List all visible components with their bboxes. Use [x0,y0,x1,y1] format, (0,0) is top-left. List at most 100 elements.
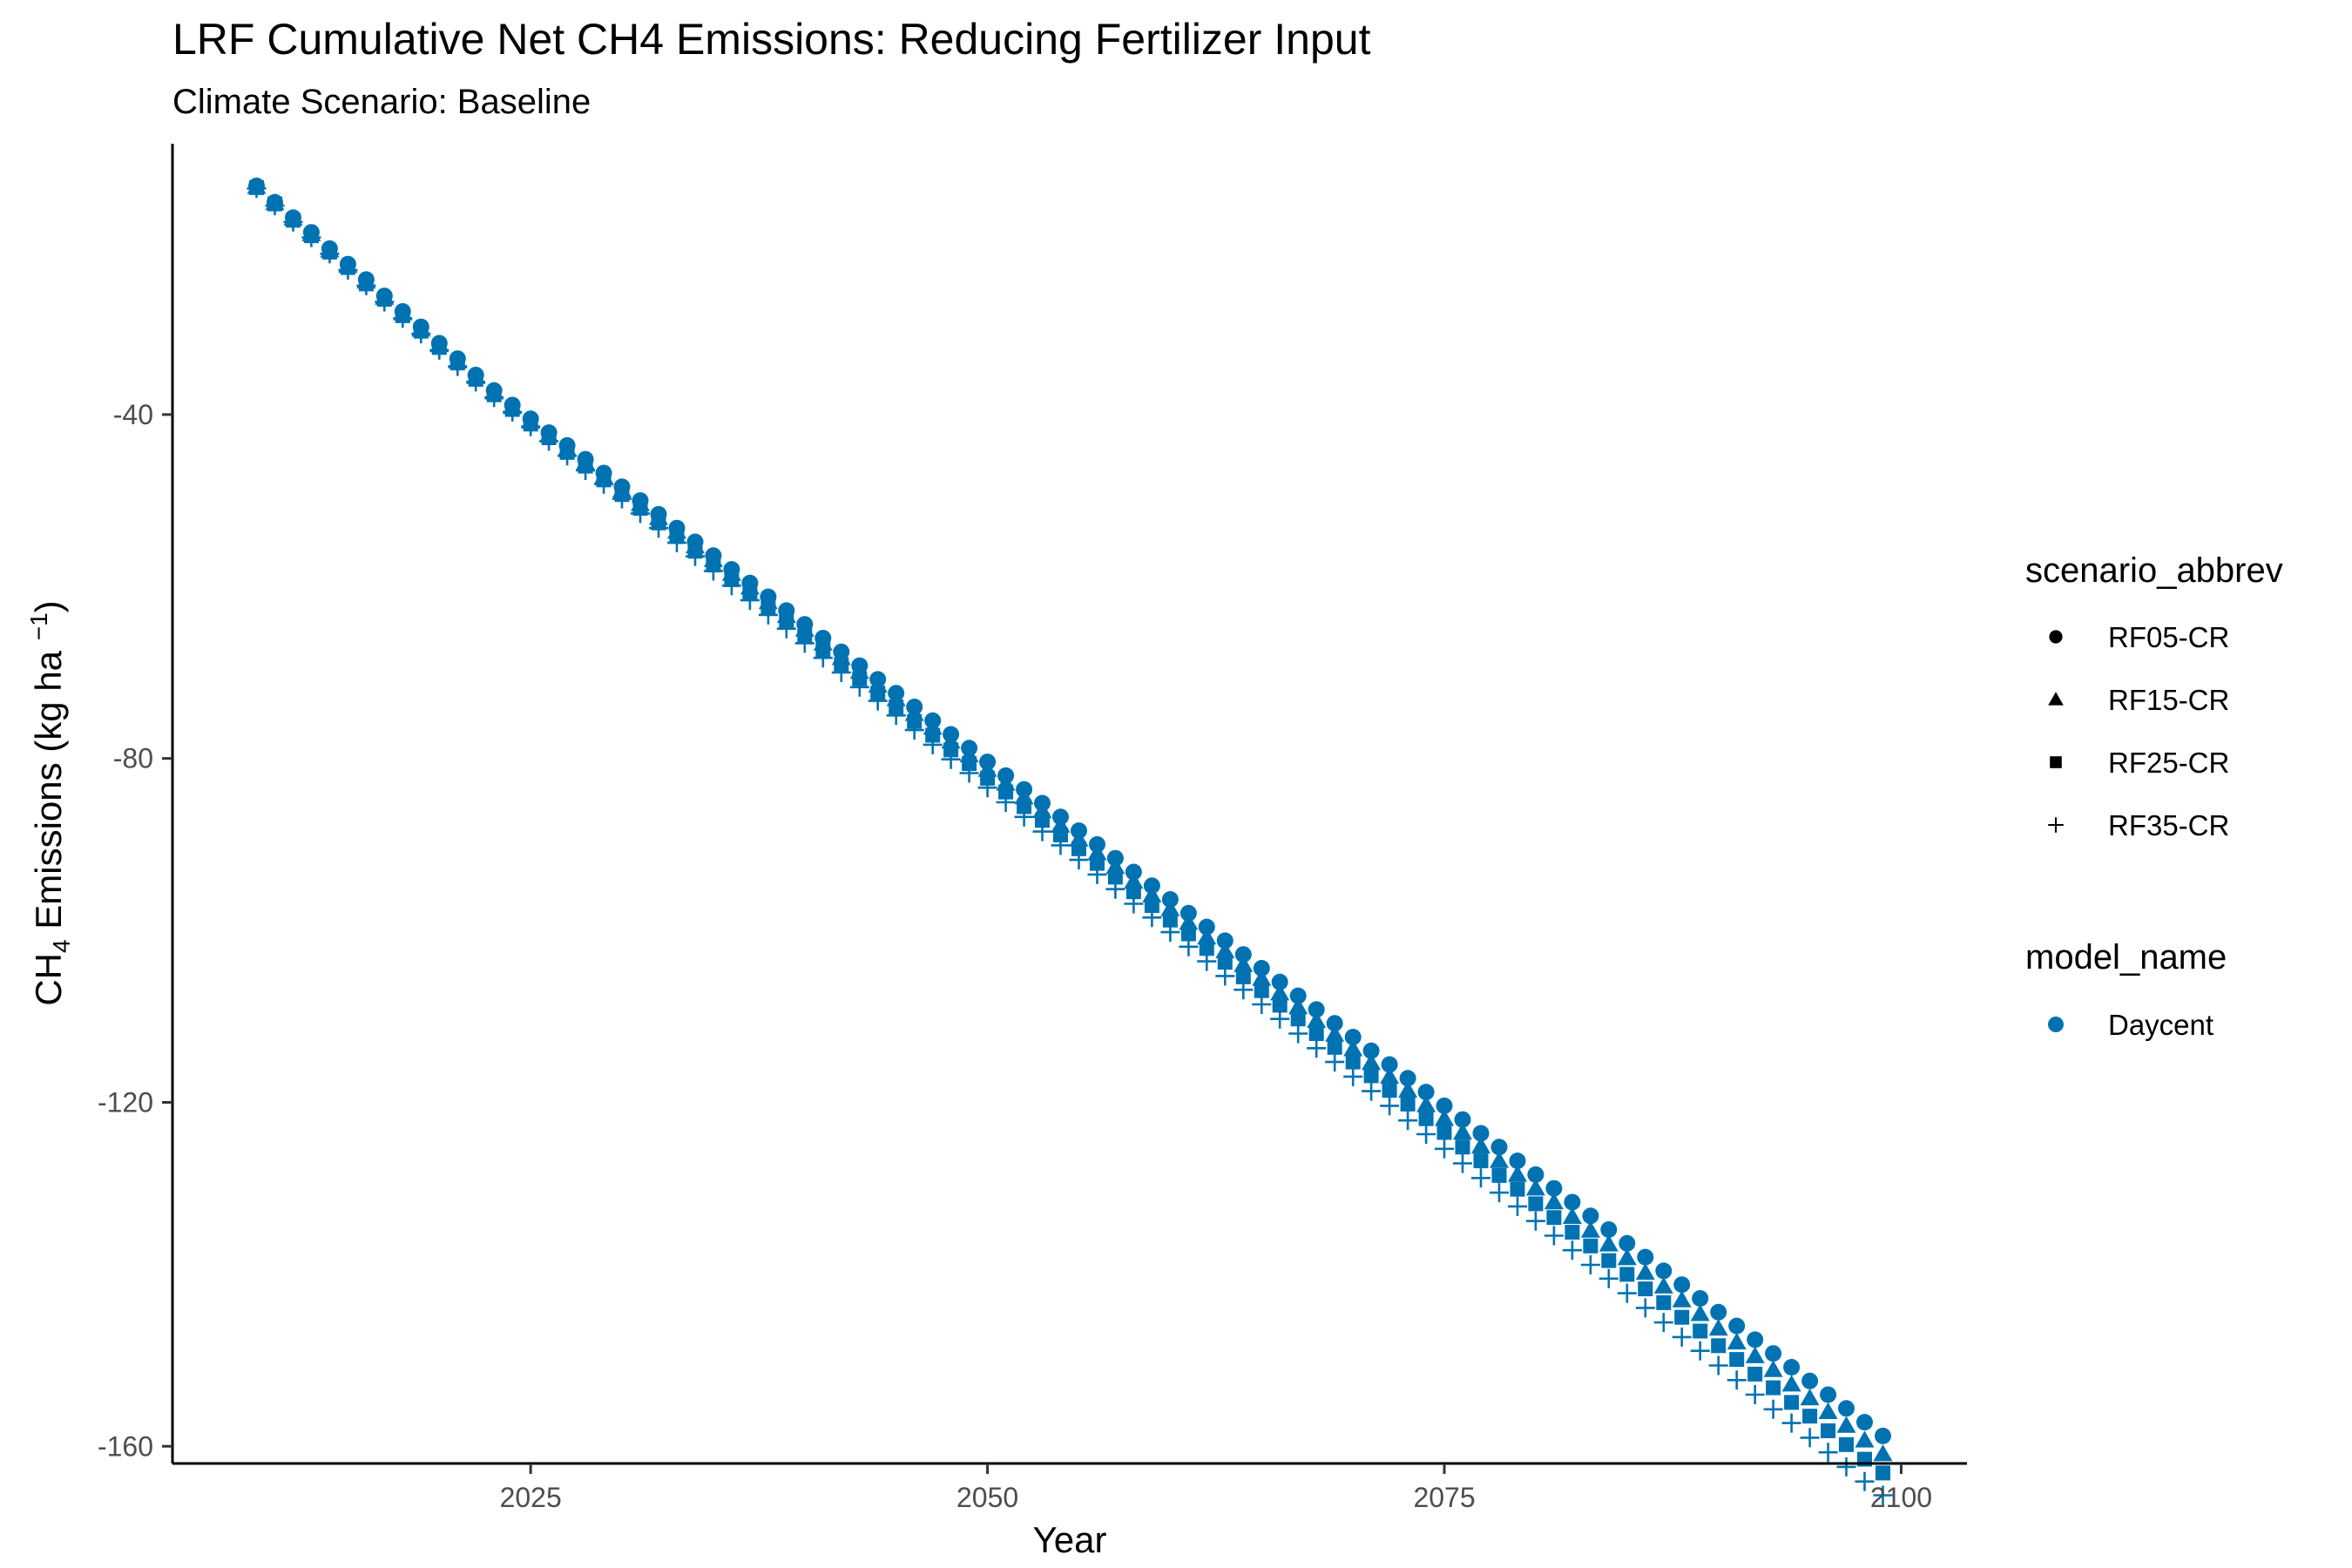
data-point-triangle [1453,1123,1472,1140]
data-point-circle [577,450,594,468]
data-point-triangle [1508,1165,1527,1182]
data-point-circle [997,767,1015,784]
y-axis-title-main: Emissions (kg ha [28,640,69,939]
data-point-square [1821,1423,1836,1438]
data-point-triangle [1525,1179,1545,1196]
data-point-circle [1509,1152,1526,1170]
data-point-triangle [1690,1304,1710,1321]
data-point-circle [943,726,960,743]
y-axis-title-subscript: 4 [48,939,75,953]
data-point-plus [1672,1327,1692,1347]
data-point-circle [851,657,868,674]
data-point-circle [1052,808,1069,826]
data-point-triangle [1307,1010,1327,1028]
legend-key-triangle [2048,692,2064,706]
data-point-circle [248,177,265,194]
data-point-circle [1344,1029,1362,1045]
y-tick-label: -80 [113,743,153,774]
data-point-circle [1089,835,1105,853]
data-point-square [1674,1309,1690,1325]
legend: scenario_abbrev RF05-CR RF15-CR RF25-CR … [2025,551,2283,1041]
data-point-circle [449,350,466,368]
data-point-circle [1034,794,1051,812]
data-point-circle [1161,891,1179,908]
data-point-plus [1580,1255,1600,1274]
data-point-square [1217,955,1233,970]
data-point-circle [1417,1084,1435,1101]
x-tick-label: 2075 [1413,1482,1475,1513]
data-point-square [1510,1181,1525,1197]
data-point-square [1619,1267,1635,1282]
data-point-plus [1598,1268,1619,1288]
legend-key-square [2050,756,2062,768]
data-point-circle [1125,863,1142,881]
data-point-plus [1471,1168,1490,1188]
data-point-triangle [1708,1319,1728,1336]
data-point-circle [778,602,795,619]
legend-label-rf35: RF35-CR [2108,809,2229,841]
data-point-triangle [1362,1053,1382,1071]
legend-label-rf25: RF25-CR [2108,747,2229,779]
data-point-circle [814,630,832,646]
data-point-plus [1490,1183,1509,1203]
x-ticks: 2025 2050 2075 2100 [500,1463,1932,1513]
data-point-square [1729,1352,1745,1368]
data-point-circle [796,616,814,633]
data-point-plus [1362,1081,1382,1101]
y-axis-title-ch: CH [28,953,69,1006]
data-point-square [1290,1011,1306,1027]
data-point-plus [1544,1226,1564,1246]
data-point-square [1528,1196,1544,1212]
data-point-square [1455,1139,1470,1155]
data-point-square [1638,1281,1653,1297]
data-point-triangle [1490,1151,1509,1168]
data-point-plus [1380,1096,1400,1116]
data-point-square [1802,1409,1818,1424]
data-point-circle [1564,1193,1581,1211]
data-point-circle [285,209,301,226]
legend-label-daycent: Daycent [2108,1009,2213,1041]
data-point-triangle [1471,1136,1490,1154]
data-point-triangle [1233,955,1254,972]
data-point-circle [1783,1359,1801,1375]
data-point-circle [1106,849,1124,867]
y-axis-title-superscript: −1 [25,612,52,640]
data-point-triangle [1855,1430,1875,1448]
data-point-square [1436,1125,1452,1140]
y-tick-label: -160 [98,1430,153,1462]
data-point-circle [1655,1262,1673,1280]
data-point-circle [705,547,722,564]
data-point-triangle [1435,1109,1454,1126]
data-point-triangle [1653,1276,1673,1294]
data-point-plus [1873,1485,1893,1505]
legend-label-rf05: RF05-CR [2108,621,2229,653]
data-point-square [1199,941,1214,956]
data-point-square [1162,912,1178,928]
data-point-circle [1747,1331,1764,1348]
data-point-triangle [1398,1080,1418,1098]
data-point-square [1272,997,1288,1013]
data-point-circle [1308,1001,1325,1018]
x-tick-label: 2050 [956,1482,1018,1513]
data-point-circle [1545,1179,1563,1197]
data-point-triangle [1617,1248,1637,1266]
data-point-circle [558,436,576,454]
data-point-circle [302,224,320,241]
data-point-plus [1653,1313,1673,1333]
data-point-square [1254,983,1269,998]
data-point-plus [1325,1052,1345,1072]
data-point-circle [1838,1400,1855,1417]
chart-title: LRF Cumulative Net CH4 Emissions: Reduci… [172,15,1371,64]
data-point-circle [1016,781,1033,798]
data-point-circle [1527,1166,1544,1183]
data-point-circle [1362,1042,1380,1059]
data-point-plus [1855,1471,1875,1491]
data-point-triangle [1781,1375,1801,1392]
data-point-plus [1508,1196,1527,1216]
data-point-triangle [1343,1039,1363,1057]
legend-title-model: model_name [2025,938,2227,977]
data-point-circle [1271,973,1288,990]
data-point-circle [1472,1125,1490,1142]
data-point-circle [1179,904,1197,922]
